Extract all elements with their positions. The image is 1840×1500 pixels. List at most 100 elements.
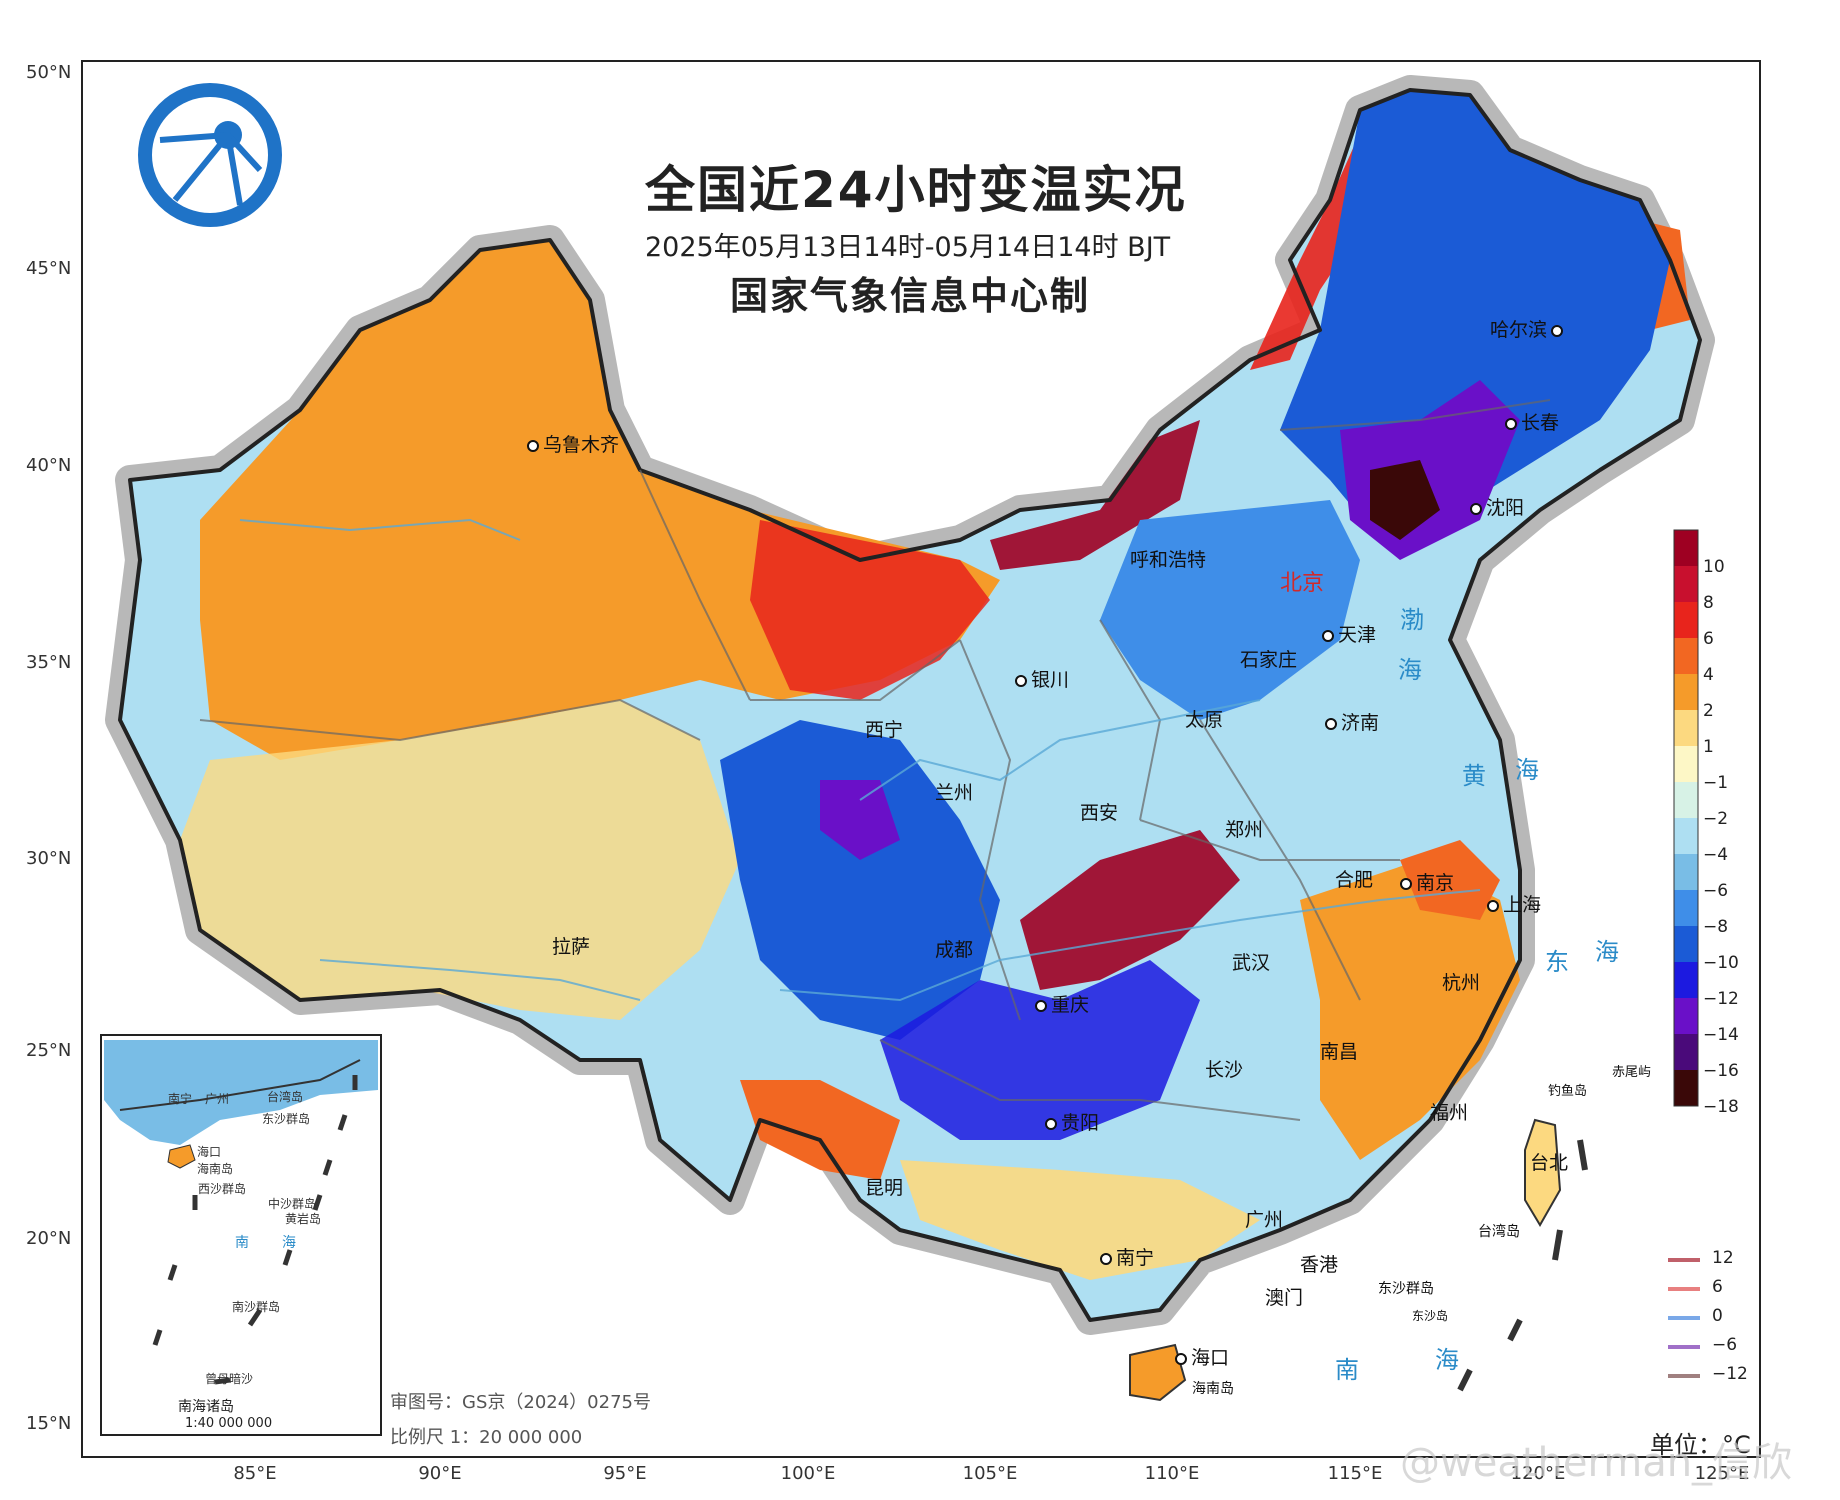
city-label: 贵阳 — [1045, 1108, 1099, 1135]
map-subtitle: 2025年05月13日14时-05月14日14时 BJT — [645, 232, 1171, 263]
contour-legend-swatch — [1668, 1374, 1700, 1378]
cold-zone-liaoning-deep — [1370, 460, 1440, 540]
map-title: 全国近24小时变温实况 — [645, 161, 1187, 219]
colorbar-label: −4 — [1703, 845, 1729, 865]
cold-zone-north-china — [1100, 500, 1360, 720]
city-label: 南昌 — [1320, 1041, 1359, 1063]
sea-label: 海 — [1515, 756, 1553, 784]
china-border — [118, 88, 1702, 1322]
city-label: 太原 — [1185, 709, 1224, 731]
city-label: 南宁 — [1100, 1243, 1154, 1270]
city-marker-icon — [1322, 629, 1334, 642]
city-label: 西安 — [1080, 802, 1119, 824]
contour-legend-label: 6 — [1712, 1277, 1723, 1297]
inset-sea-label: 海 — [282, 1235, 296, 1251]
contour-legend-swatch — [1668, 1316, 1700, 1320]
colorbar-label: 4 — [1703, 665, 1714, 685]
colorbar-label: −16 — [1703, 1061, 1739, 1081]
city-label: 济南 — [1325, 708, 1379, 735]
city-label: 香港 — [1300, 1254, 1339, 1276]
colorbar-swatch — [1674, 890, 1698, 926]
warm-zone-northwest-strong — [750, 520, 990, 700]
city-marker-icon — [1551, 324, 1564, 337]
contour-legend-swatch — [1668, 1258, 1700, 1262]
inset-label: 西沙群岛 — [198, 1182, 247, 1196]
colorbar-swatch — [1674, 674, 1698, 710]
colorbar-label: −10 — [1703, 953, 1739, 973]
colorbar-swatch — [1674, 530, 1698, 566]
map-scale: 比例尺 1：20 000 000 — [390, 1427, 583, 1448]
island-label: 海南岛 — [1192, 1381, 1234, 1397]
inset-label: 东沙群岛 — [262, 1112, 311, 1126]
contour-legend-label: −6 — [1712, 1335, 1738, 1355]
city-marker-icon — [1175, 1352, 1187, 1365]
city-label: 兰州 — [935, 782, 974, 804]
city-label: 杭州 — [1442, 972, 1481, 994]
city-label: 重庆 — [1035, 990, 1089, 1017]
lon-label: 100°E — [780, 1463, 836, 1484]
lat-label: 25°N — [26, 1040, 72, 1061]
rivers — [239, 518, 1481, 1002]
cold-zone-southwest — [880, 960, 1200, 1140]
city-label: 上海 — [1487, 890, 1541, 917]
colorbar-label: 6 — [1703, 629, 1714, 649]
contour-legend-swatch — [1668, 1287, 1700, 1291]
lon-label: 110°E — [1144, 1463, 1200, 1484]
island-label: 台湾岛 — [1478, 1224, 1520, 1240]
colorbar-label: −14 — [1703, 1025, 1739, 1045]
city-label: 呼和浩特 — [1130, 549, 1207, 571]
colorbar-swatch — [1674, 926, 1698, 962]
colorbar-label: −8 — [1703, 917, 1729, 937]
colorbar-swatch — [1674, 818, 1698, 854]
colorbar-swatch — [1674, 1034, 1698, 1070]
colorbar-swatch — [1674, 566, 1698, 602]
warm-zone-inner-mongolia — [990, 420, 1200, 570]
warm-zone-southeast — [1300, 860, 1520, 1160]
inset-label: 曾母暗沙 — [205, 1372, 254, 1386]
map-frame — [81, 60, 1761, 1458]
city-marker-icon — [1100, 1252, 1112, 1265]
cold-zone-qinghai-core — [820, 780, 900, 860]
lon-label: 115°E — [1327, 1463, 1383, 1484]
city-label: 澳门 — [1265, 1287, 1304, 1309]
city-label: 沈阳 — [1470, 493, 1524, 520]
sea-label: 海 — [1435, 1346, 1473, 1374]
colorbar-swatch — [1674, 710, 1698, 746]
lon-label: 90°E — [418, 1463, 462, 1484]
island-label: 钓鱼岛 — [1548, 1084, 1588, 1099]
lon-label: 95°E — [603, 1463, 647, 1484]
lon-label: 105°E — [962, 1463, 1018, 1484]
city-label: 银川 — [1015, 665, 1069, 692]
light-zone-south — [900, 1160, 1260, 1280]
lat-label: 50°N — [26, 62, 72, 83]
inset-hainan — [167, 1144, 196, 1169]
city-label: 长春 — [1505, 408, 1559, 435]
colorbar-swatch — [1674, 602, 1698, 638]
city-marker-icon — [1035, 999, 1047, 1012]
inset-label: 海南岛 — [197, 1162, 234, 1176]
watermark: @weatherman_信欣 — [1400, 1440, 1793, 1486]
inset-label: 海口 — [197, 1145, 222, 1159]
inset-label: 黄岩岛 — [285, 1212, 322, 1226]
inset-label: 台湾岛 — [267, 1090, 304, 1104]
city-marker-icon — [1487, 899, 1499, 912]
sea-label: 海 — [1595, 938, 1633, 966]
colorbar-swatch — [1674, 962, 1698, 998]
warm-zone-central — [1020, 830, 1240, 990]
sea-label: 黄 — [1462, 762, 1500, 790]
colorbar-label: −6 — [1703, 881, 1729, 901]
city-marker-icon — [1325, 717, 1337, 730]
city-label: 郑州 — [1225, 819, 1264, 841]
lon-label: 85°E — [233, 1463, 277, 1484]
warm-zone-yunnan — [740, 1080, 900, 1180]
colorbar — [1673, 529, 1699, 1107]
city-label: 合肥 — [1335, 869, 1374, 891]
lat-label: 30°N — [26, 848, 72, 869]
sea-label: 南 — [1335, 1356, 1373, 1384]
lat-label: 35°N — [26, 652, 72, 673]
light-zone-tibet — [180, 700, 740, 1020]
sea-label: 渤 — [1400, 606, 1438, 634]
city-label: 拉萨 — [552, 936, 591, 958]
